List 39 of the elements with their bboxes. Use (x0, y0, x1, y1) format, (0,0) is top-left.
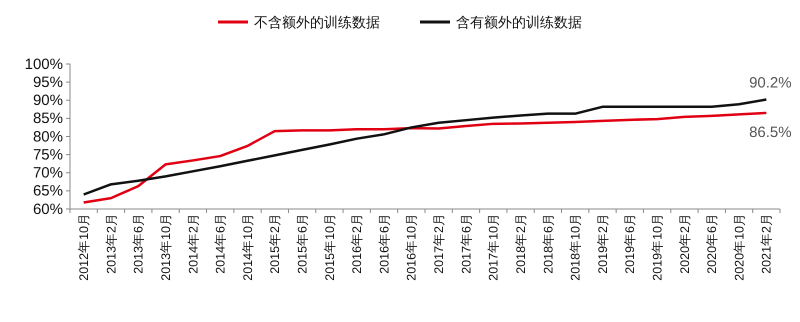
x-tick-label: 2014年10月 (240, 213, 255, 281)
annotation: 90.2% (749, 74, 792, 92)
legend-label: 不含额外的训练数据 (254, 14, 380, 30)
y-tick-label: 80% (32, 128, 63, 146)
y-tick-label: 85% (32, 110, 63, 128)
x-tick-label: 2019年2月 (596, 213, 610, 274)
x-tick-label: 2015年2月 (268, 213, 282, 274)
y-tick-label: 60% (32, 200, 63, 218)
y-tick-label: 90% (32, 92, 63, 110)
x-tick-label: 2017年2月 (432, 213, 446, 274)
x-tick-label: 2015年6月 (295, 213, 310, 274)
x-tick-label: 2013年6月 (132, 213, 146, 274)
y-tick-label: 70% (32, 164, 63, 182)
x-tick-label: 2014年6月 (214, 213, 228, 274)
x-tick-label: 2017年6月 (459, 213, 474, 274)
annotation: 86.5% (749, 124, 792, 141)
x-tick-label: 2020年2月 (678, 213, 692, 274)
x-tick-label: 2016年6月 (377, 213, 392, 274)
x-tick-label: 2018年6月 (541, 213, 556, 274)
x-tick-label: 2015年10月 (322, 213, 337, 281)
x-tick-label: 2016年2月 (350, 213, 364, 274)
x-tick-label: 2013年2月 (104, 213, 118, 274)
x-tick-label: 2014年2月 (186, 213, 200, 274)
x-tick-label: 2018年2月 (514, 213, 528, 274)
x-tick-label: 2012年10月 (77, 213, 92, 281)
x-tick-label: 2016年10月 (404, 213, 419, 281)
x-tick-label: 2020年10月 (732, 213, 746, 281)
x-tick-label: 2017年10月 (486, 213, 501, 281)
legend-label: 含有额外的训练数据 (456, 14, 582, 30)
x-tick-label: 2019年6月 (623, 213, 638, 274)
y-tick-label: 65% (32, 182, 63, 200)
x-tick-label: 2013年10月 (158, 213, 173, 281)
x-tick-label: 2020年6月 (705, 213, 720, 274)
y-tick-label: 95% (32, 74, 63, 91)
y-tick-label: 75% (32, 146, 63, 164)
x-tick-label: 2021年2月 (760, 213, 774, 274)
x-tick-label: 2018年10月 (568, 213, 583, 281)
x-tick-label: 2019年10月 (650, 213, 664, 281)
y-tick-label: 100% (24, 56, 63, 73)
